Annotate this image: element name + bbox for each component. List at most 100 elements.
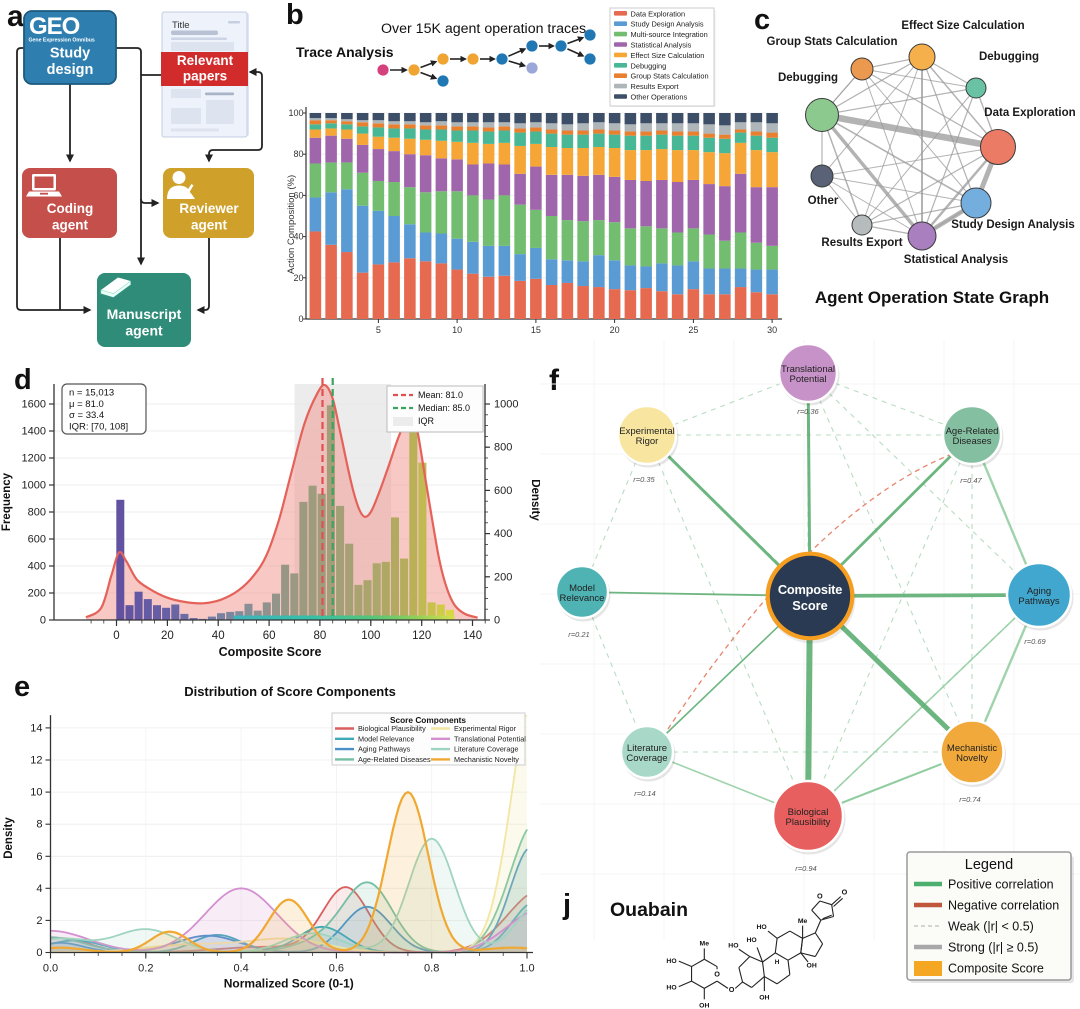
svg-text:Me: Me (798, 918, 808, 925)
svg-text:40: 40 (212, 630, 225, 642)
svg-text:20: 20 (293, 273, 303, 283)
svg-text:j: j (562, 889, 571, 921)
svg-text:100: 100 (361, 630, 380, 642)
svg-text:1600: 1600 (22, 399, 46, 411)
svg-text:Experimental: Experimental (619, 426, 674, 437)
svg-text:5: 5 (376, 325, 381, 335)
svg-text:Negative correlation: Negative correlation (948, 899, 1059, 913)
svg-text:HO: HO (666, 958, 677, 965)
svg-text:Rigor: Rigor (636, 436, 659, 447)
svg-text:Age-Related Diseases: Age-Related Diseases (358, 755, 431, 764)
svg-text:0: 0 (298, 314, 303, 324)
svg-text:Effect Size Calculation: Effect Size Calculation (631, 51, 705, 60)
svg-text:Debugging: Debugging (631, 61, 667, 70)
svg-text:Plausibility: Plausibility (786, 817, 831, 828)
svg-text:IQR: [70, 108]: IQR: [70, 108] (69, 421, 128, 432)
svg-text:Action Composition (%): Action Composition (%) (286, 175, 297, 274)
svg-text:OH: OH (807, 962, 817, 969)
svg-text:Composite Score: Composite Score (219, 645, 322, 659)
svg-text:Other Operations: Other Operations (631, 93, 688, 102)
svg-text:1400: 1400 (22, 426, 46, 438)
svg-text:Results Export: Results Export (631, 82, 679, 91)
svg-text:agent: agent (125, 323, 163, 339)
svg-text:HO: HO (747, 937, 758, 944)
svg-text:Relevant: Relevant (177, 53, 234, 68)
svg-text:0.6: 0.6 (329, 963, 344, 975)
svg-text:O: O (714, 970, 720, 979)
svg-text:Density: Density (529, 479, 540, 521)
svg-text:Composite Score: Composite Score (948, 962, 1044, 976)
svg-text:HO: HO (666, 984, 677, 991)
svg-text:12: 12 (30, 755, 42, 767)
svg-text:Statistical Analysis: Statistical Analysis (631, 41, 692, 50)
svg-text:Distribution of Score Componen: Distribution of Score Components (184, 684, 396, 699)
svg-text:Literature: Literature (627, 743, 667, 754)
svg-text:20: 20 (161, 630, 174, 642)
svg-text:Normalized Score (0-1): Normalized Score (0-1) (224, 977, 354, 991)
svg-text:40: 40 (293, 232, 303, 242)
svg-text:25: 25 (688, 325, 698, 335)
svg-text:80: 80 (314, 630, 327, 642)
svg-text:Other: Other (808, 195, 839, 207)
svg-text:papers: papers (183, 69, 227, 84)
svg-text:Weak (|r| < 0.5): Weak (|r| < 0.5) (948, 920, 1034, 934)
svg-text:Multi-source Integration: Multi-source Integration (631, 30, 708, 39)
svg-text:O: O (817, 891, 823, 900)
svg-text:μ = 81.0: μ = 81.0 (69, 399, 104, 410)
svg-text:agent: agent (191, 218, 228, 233)
svg-text:10: 10 (30, 787, 42, 799)
svg-text:Translational Potential: Translational Potential (454, 734, 526, 743)
svg-text:400: 400 (494, 528, 512, 540)
svg-text:0: 0 (494, 615, 500, 627)
svg-text:Aging: Aging (1027, 586, 1051, 597)
svg-text:0.4: 0.4 (233, 963, 248, 975)
svg-text:r=0.69: r=0.69 (1024, 637, 1046, 646)
svg-text:Data Exploration: Data Exploration (631, 9, 686, 18)
svg-text:14: 14 (30, 722, 42, 734)
svg-text:Legend: Legend (965, 857, 1013, 873)
svg-text:r=0.14: r=0.14 (634, 789, 655, 798)
svg-text:Group Stats Calculation: Group Stats Calculation (767, 36, 898, 48)
svg-text:0: 0 (113, 630, 119, 642)
svg-text:1.0: 1.0 (519, 963, 534, 975)
svg-text:Biological Plausibility: Biological Plausibility (358, 724, 426, 733)
svg-text:Statistical Analysis: Statistical Analysis (904, 254, 1008, 266)
svg-text:1000: 1000 (22, 480, 46, 492)
svg-text:Study: Study (50, 46, 90, 62)
svg-text:OH: OH (759, 994, 769, 1001)
svg-text:Coding: Coding (47, 201, 94, 216)
svg-text:c: c (754, 4, 770, 36)
svg-text:0.2: 0.2 (138, 963, 153, 975)
svg-text:Title: Title (172, 20, 190, 31)
svg-text:O: O (842, 888, 848, 897)
svg-text:a: a (7, 0, 24, 33)
svg-text:Debugging: Debugging (778, 72, 838, 84)
svg-text:Coverage: Coverage (626, 753, 667, 764)
svg-text:Mechanistic Novelty: Mechanistic Novelty (454, 755, 519, 764)
svg-text:10: 10 (452, 325, 462, 335)
svg-text:σ = 33.4: σ = 33.4 (69, 410, 104, 421)
svg-text:design: design (47, 62, 94, 78)
svg-text:Me: Me (700, 941, 710, 948)
svg-text:Diseases: Diseases (952, 436, 991, 447)
svg-text:140: 140 (463, 630, 482, 642)
svg-text:Score: Score (792, 598, 828, 613)
svg-text:Trace Analysis: Trace Analysis (296, 44, 394, 60)
svg-text:600: 600 (28, 534, 46, 546)
svg-text:agent: agent (52, 218, 89, 233)
svg-text:f: f (549, 364, 560, 397)
svg-text:0: 0 (36, 947, 42, 959)
svg-text:r=0.35: r=0.35 (633, 475, 655, 484)
svg-text:Biological: Biological (788, 807, 829, 818)
svg-text:Age-Related: Age-Related (946, 426, 999, 437)
svg-text:60: 60 (263, 630, 276, 642)
svg-text:Gene Expression Omnibus: Gene Expression Omnibus (29, 38, 95, 44)
svg-text:Data Exploration: Data Exploration (984, 107, 1075, 119)
svg-text:8: 8 (36, 819, 42, 831)
svg-text:Results Export: Results Export (821, 237, 902, 249)
svg-text:e: e (14, 671, 30, 703)
svg-text:Frequency: Frequency (1, 472, 13, 531)
svg-text:Novelty: Novelty (956, 753, 988, 764)
svg-text:100: 100 (288, 108, 303, 118)
svg-text:Debugging: Debugging (979, 51, 1039, 63)
